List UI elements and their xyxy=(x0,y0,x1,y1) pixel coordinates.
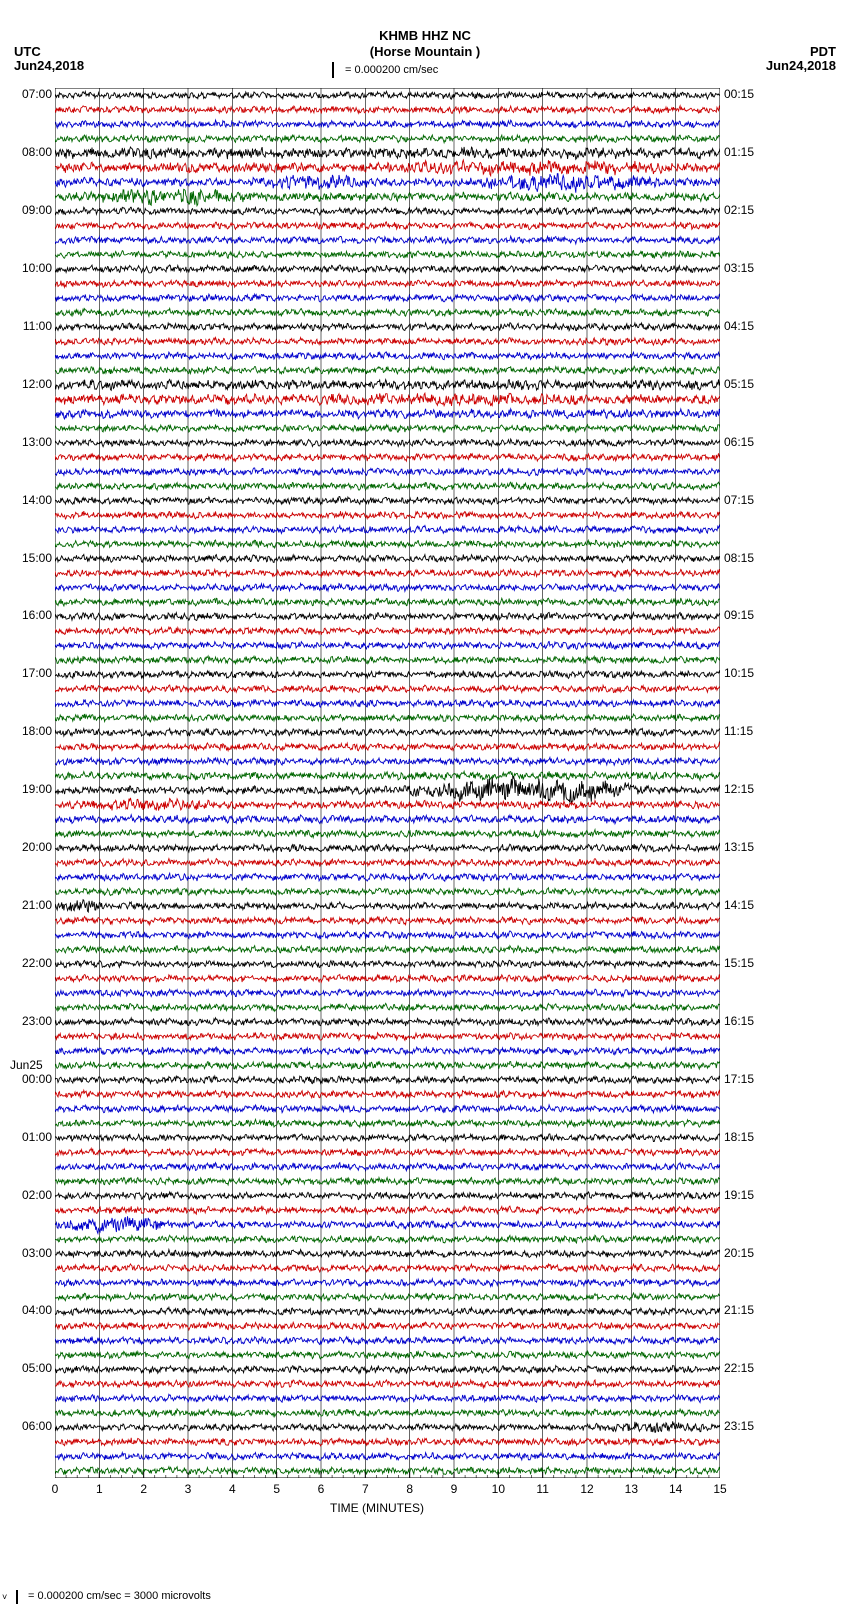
left-time-label: 14:00 xyxy=(4,493,52,507)
right-time-label: 03:15 xyxy=(724,261,772,275)
right-time-label: 11:15 xyxy=(724,724,772,738)
xaxis-tick: 3 xyxy=(178,1482,198,1496)
left-time-label: 16:00 xyxy=(4,608,52,622)
left-time-label: 17:00 xyxy=(4,666,52,680)
left-time-label: 13:00 xyxy=(4,435,52,449)
left-time-label: 12:00 xyxy=(4,377,52,391)
left-time-label: 01:00 xyxy=(4,1130,52,1144)
xaxis-tick: 4 xyxy=(222,1482,242,1496)
right-time-label: 01:15 xyxy=(724,145,772,159)
left-time-label: 22:00 xyxy=(4,956,52,970)
xaxis-tick: 7 xyxy=(355,1482,375,1496)
footer-text: = 0.000200 cm/sec = 3000 microvolts xyxy=(28,1590,211,1602)
right-timezone: PDT xyxy=(810,44,836,59)
right-time-label: 19:15 xyxy=(724,1188,772,1202)
right-time-label: 06:15 xyxy=(724,435,772,449)
left-time-label: 20:00 xyxy=(4,840,52,854)
right-time-label: 10:15 xyxy=(724,666,772,680)
left-time-label: 11:00 xyxy=(4,319,52,333)
left-time-label: 21:00 xyxy=(4,898,52,912)
xaxis-tick: 10 xyxy=(488,1482,508,1496)
station-subtitle: (Horse Mountain ) xyxy=(335,44,515,59)
right-time-label: 09:15 xyxy=(724,608,772,622)
xaxis-tick: 15 xyxy=(710,1482,730,1496)
scale-text: = 0.000200 cm/sec xyxy=(345,64,438,76)
right-time-label: 14:15 xyxy=(724,898,772,912)
right-time-label: 12:15 xyxy=(724,782,772,796)
right-time-label: 16:15 xyxy=(724,1014,772,1028)
right-time-label: 00:15 xyxy=(724,87,772,101)
scale-bar-icon xyxy=(332,62,334,78)
left-time-label: 10:00 xyxy=(4,261,52,275)
left-time-label: 04:00 xyxy=(4,1303,52,1317)
xaxis-tick: 6 xyxy=(311,1482,331,1496)
left-time-label: 00:00 xyxy=(4,1072,52,1086)
xaxis-tick: 2 xyxy=(134,1482,154,1496)
left-time-label: 07:00 xyxy=(4,87,52,101)
left-time-label: 18:00 xyxy=(4,724,52,738)
right-time-label: 04:15 xyxy=(724,319,772,333)
right-time-label: 15:15 xyxy=(724,956,772,970)
xaxis-tick: 8 xyxy=(400,1482,420,1496)
xaxis-label: TIME (MINUTES) xyxy=(330,1501,424,1515)
right-time-label: 22:15 xyxy=(724,1361,772,1375)
left-time-label: 15:00 xyxy=(4,551,52,565)
xaxis-tick: 12 xyxy=(577,1482,597,1496)
left-time-label: 23:00 xyxy=(4,1014,52,1028)
left-time-label: 09:00 xyxy=(4,203,52,217)
station-title: KHMB HHZ NC xyxy=(335,28,515,43)
right-time-label: 18:15 xyxy=(724,1130,772,1144)
left-time-label: 05:00 xyxy=(4,1361,52,1375)
xaxis-tick: 9 xyxy=(444,1482,464,1496)
right-time-label: 05:15 xyxy=(724,377,772,391)
seismogram-plot xyxy=(55,88,720,1478)
left-time-label: 19:00 xyxy=(4,782,52,796)
right-date: Jun24,2018 xyxy=(766,58,836,73)
right-time-label: 07:15 xyxy=(724,493,772,507)
right-time-label: 21:15 xyxy=(724,1303,772,1317)
xaxis-tick: 1 xyxy=(89,1482,109,1496)
footer-scale-bar-icon xyxy=(16,1590,18,1604)
left-day-label: Jun25 xyxy=(10,1058,43,1072)
right-time-label: 08:15 xyxy=(724,551,772,565)
left-timezone: UTC xyxy=(14,44,41,59)
right-time-label: 17:15 xyxy=(724,1072,772,1086)
xaxis-tick: 0 xyxy=(45,1482,65,1496)
right-time-label: 13:15 xyxy=(724,840,772,854)
right-time-label: 23:15 xyxy=(724,1419,772,1433)
right-time-label: 02:15 xyxy=(724,203,772,217)
right-time-label: 20:15 xyxy=(724,1246,772,1260)
xaxis-tick: 14 xyxy=(666,1482,686,1496)
left-date: Jun24,2018 xyxy=(14,58,84,73)
left-time-label: 03:00 xyxy=(4,1246,52,1260)
footer-tick-icon: ˅ xyxy=(2,1592,7,1602)
xaxis-tick: 11 xyxy=(533,1482,553,1496)
left-time-label: 08:00 xyxy=(4,145,52,159)
left-time-label: 02:00 xyxy=(4,1188,52,1202)
xaxis-tick: 5 xyxy=(267,1482,287,1496)
left-time-label: 06:00 xyxy=(4,1419,52,1433)
xaxis-tick: 13 xyxy=(621,1482,641,1496)
